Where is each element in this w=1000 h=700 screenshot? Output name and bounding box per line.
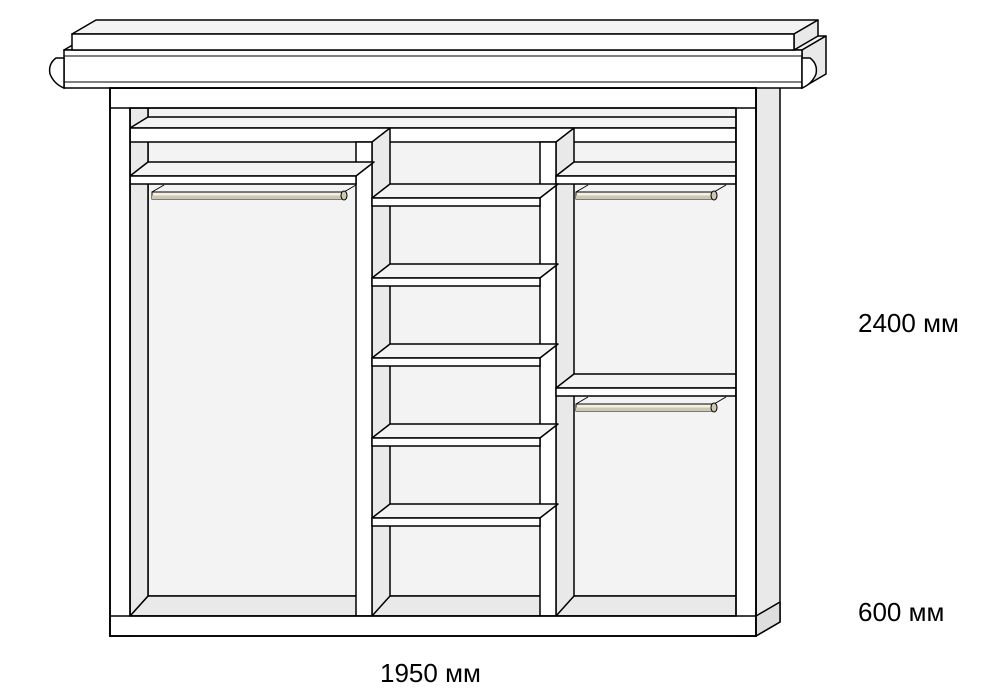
mid-shelf-4-top <box>372 504 558 518</box>
top-shelf-top <box>130 117 754 128</box>
divider2-front <box>540 142 556 616</box>
left-shelf-top <box>130 162 374 176</box>
mid-shelf-0-front <box>372 198 540 206</box>
dimension-width-label: 1950 мм <box>380 658 481 689</box>
mid-shelf-0-top <box>372 184 558 198</box>
floor-top <box>130 596 754 616</box>
divider2-right-side <box>556 128 574 616</box>
mid-shelf-4-front <box>372 518 540 526</box>
mid-shelf-1-top <box>372 264 558 278</box>
crown-ear <box>50 58 64 88</box>
mid-shelf-2-front <box>372 358 540 366</box>
crown-lip-front <box>72 34 794 50</box>
crown-lip-top <box>72 20 818 34</box>
mid-shelf-3-top <box>372 424 558 438</box>
crown-ear <box>802 58 816 88</box>
divider1-front <box>356 142 372 616</box>
mid-shelf-2-top <box>372 344 558 358</box>
wardrobe-svg <box>0 0 1000 700</box>
right-shelf1-top <box>556 162 754 176</box>
bottom-frame-front <box>110 616 756 636</box>
top-frame-front <box>110 88 756 108</box>
left-shelf-front <box>130 176 356 184</box>
left-frame-front <box>110 88 130 636</box>
right-shelf1-front <box>556 176 736 184</box>
right-shelf2-top <box>556 374 754 388</box>
right-frame-front <box>736 88 756 636</box>
drawing-canvas: 2400 мм 600 мм 1950 мм <box>0 0 1000 700</box>
dimension-height-label: 2400 мм <box>858 308 959 339</box>
mid-shelf-3-front <box>372 438 540 446</box>
right-outer-side <box>756 74 780 636</box>
top-shelf-front <box>130 128 736 142</box>
right-shelf2-front <box>556 388 736 396</box>
mid-shelf-1-front <box>372 278 540 286</box>
dimension-depth-label: 600 мм <box>858 597 944 628</box>
